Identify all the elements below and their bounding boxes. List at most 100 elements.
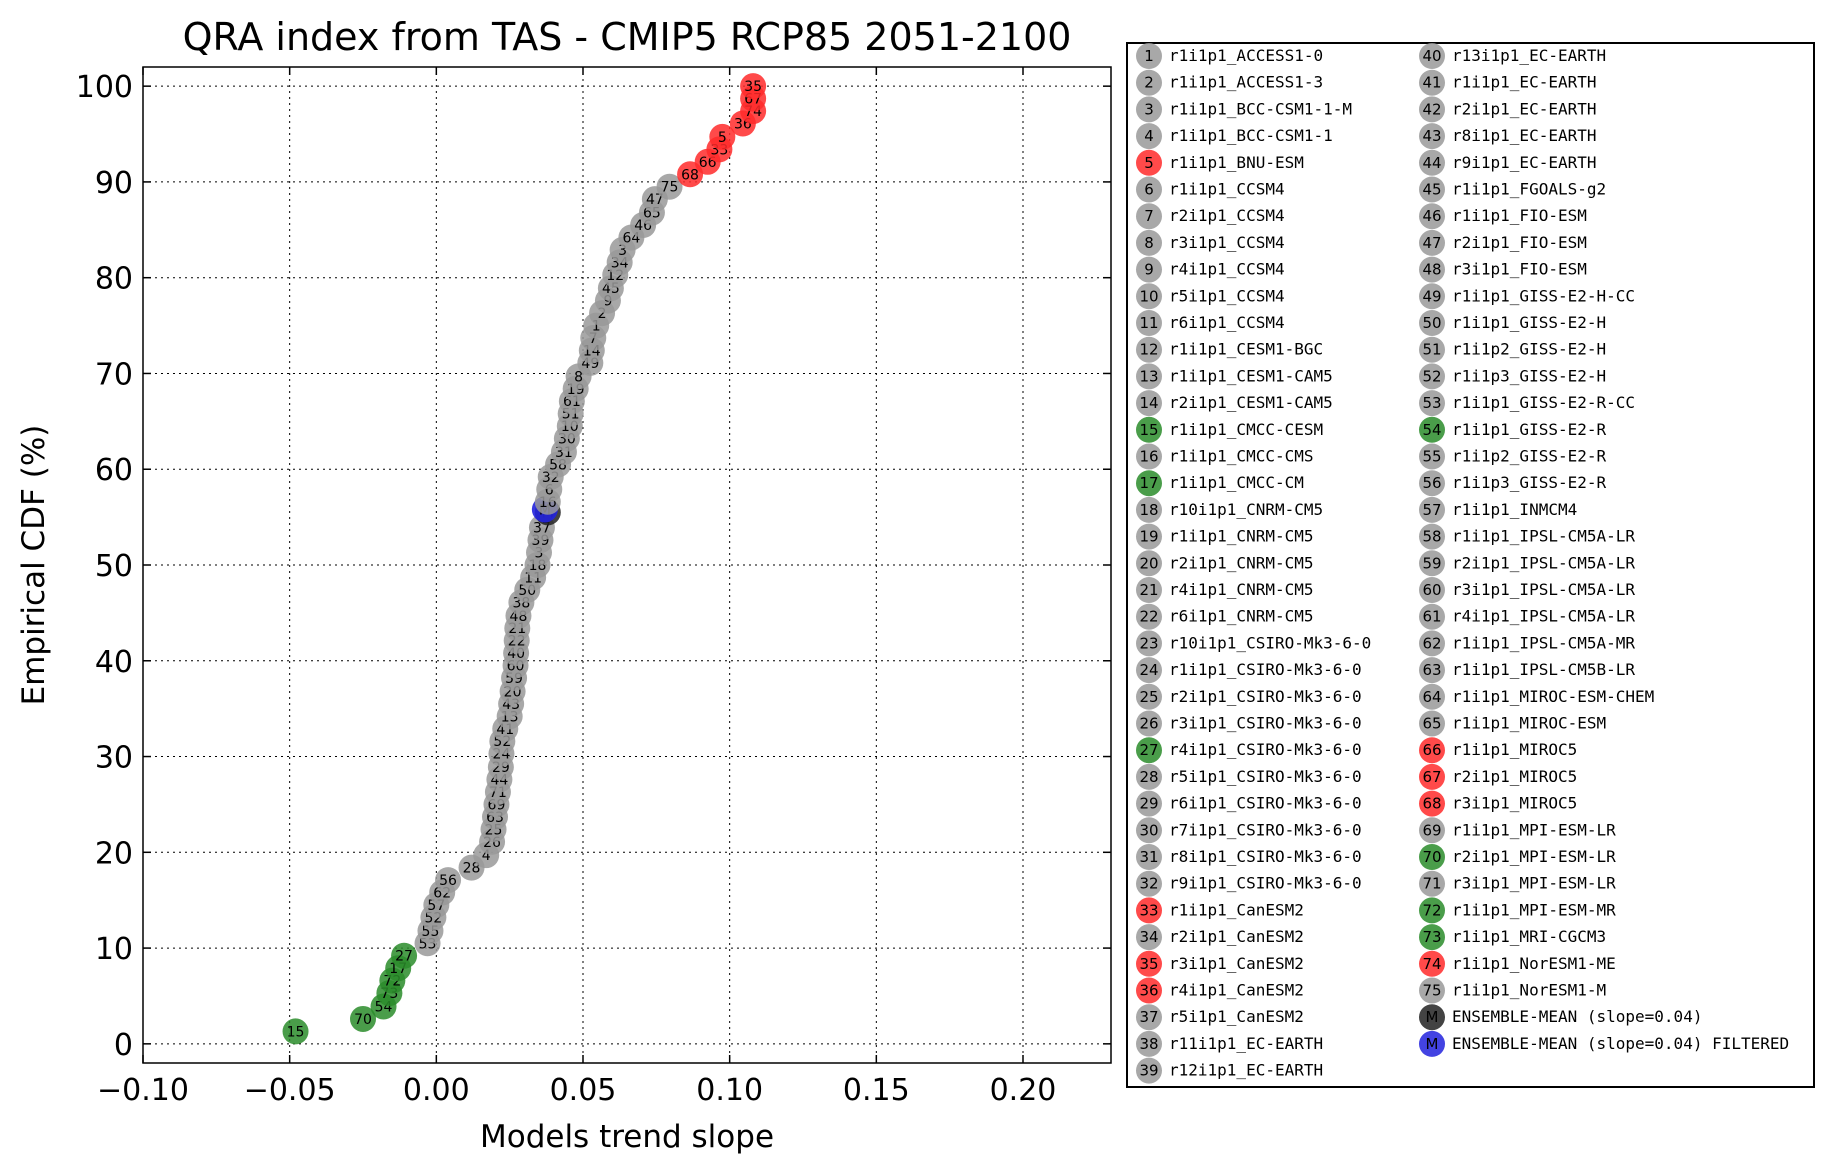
legend-entry: 27 r4i1p1_CSIRO-Mk3-6-0 bbox=[1136, 737, 1362, 764]
grid-lines bbox=[142, 67, 1111, 1063]
legend-marker bbox=[1419, 256, 1445, 283]
legend-number: 23 bbox=[1139, 634, 1158, 652]
x-tick-label: 0.10 bbox=[696, 1073, 763, 1108]
legend-entry: 31 r8i1p1_CSIRO-Mk3-6-0 bbox=[1136, 844, 1362, 870]
legend-marker bbox=[1419, 390, 1445, 417]
data-point-marker bbox=[740, 73, 767, 100]
legend-marker bbox=[1136, 950, 1162, 977]
legend-label: r13i1p1_EC-EARTH bbox=[1452, 46, 1606, 65]
legend-marker bbox=[1136, 1030, 1162, 1057]
legend-label: r2i1p1_CanESM2 bbox=[1169, 927, 1304, 946]
legend-number: 25 bbox=[1139, 688, 1158, 706]
legend-number: 57 bbox=[1422, 501, 1441, 519]
legend-number: 34 bbox=[1139, 928, 1158, 946]
legend-number: 35 bbox=[1139, 955, 1158, 973]
legend-number: 32 bbox=[1139, 875, 1158, 893]
x-tick-label: 0.00 bbox=[403, 1073, 470, 1108]
legend-marker bbox=[1136, 630, 1162, 657]
chart-title: QRA index from TAS - CMIP5 RCP85 2051-21… bbox=[183, 15, 1072, 59]
legend-entry: 75 r1i1p1_NorESM1-M bbox=[1419, 977, 1606, 1004]
legend-entry: 43 r8i1p1_EC-EARTH bbox=[1419, 123, 1597, 150]
legend-entry: 16 r1i1p1_CMCC-CMS bbox=[1136, 443, 1314, 470]
y-tick-label: 10 bbox=[95, 932, 133, 967]
legend-number: 69 bbox=[1422, 821, 1441, 839]
legend-number: 65 bbox=[1422, 715, 1441, 733]
legend-entry: 50 r1i1p1_GISS-E2-H bbox=[1419, 310, 1606, 336]
legend-marker bbox=[1419, 790, 1445, 817]
legend-marker bbox=[1136, 69, 1162, 96]
legend-marker bbox=[1136, 283, 1162, 310]
data-points: 1570547372172753555257625628426256369714… bbox=[282, 73, 767, 1045]
data-point-label: 47 bbox=[646, 192, 664, 208]
legend-label: r1i1p1_CSIRO-Mk3-6-0 bbox=[1169, 660, 1362, 679]
legend-label: r1i1p1_EC-EARTH bbox=[1452, 73, 1597, 92]
data-point-label: 6 bbox=[545, 482, 554, 498]
legend-marker bbox=[1419, 924, 1445, 951]
legend-label: r2i1p1_CESM1-CAM5 bbox=[1169, 393, 1333, 412]
legend-entry: 72 r1i1p1_MPI-ESM-MR bbox=[1419, 897, 1616, 924]
legend-entry: 3 r1i1p1_BCC-CSM1-1-M bbox=[1136, 96, 1352, 123]
legend-entry: 35 r3i1p1_CanESM2 bbox=[1136, 950, 1304, 977]
legend-number: 51 bbox=[1422, 341, 1441, 359]
legend-marker bbox=[1419, 123, 1445, 150]
data-point-label: 3 bbox=[618, 243, 627, 259]
legend-entry: 11 r6i1p1_CCSM4 bbox=[1136, 310, 1285, 336]
legend-label: ENSEMBLE-MEAN (slope=0.04) bbox=[1452, 1007, 1702, 1026]
legend-marker bbox=[1419, 977, 1445, 1004]
data-point-label: 15 bbox=[287, 1024, 305, 1040]
legend-entry: 71 r3i1p1_MPI-ESM-LR bbox=[1419, 870, 1616, 897]
legend-marker bbox=[1136, 550, 1162, 577]
legend-marker bbox=[1419, 283, 1445, 310]
legend-entry: 52 r1i1p3_GISS-E2-H bbox=[1419, 363, 1606, 390]
legend-marker bbox=[1136, 683, 1162, 710]
x-tick-label: 0.15 bbox=[843, 1073, 910, 1108]
legend-label: r1i1p1_MIROC-ESM bbox=[1452, 714, 1606, 733]
legend-entry: 37 r5i1p1_CanESM2 bbox=[1136, 1004, 1304, 1031]
data-point-label: 5 bbox=[718, 130, 727, 146]
legend-label: r9i1p1_EC-EARTH bbox=[1452, 153, 1597, 172]
legend-marker bbox=[1419, 203, 1445, 230]
legend-number: 6 bbox=[1144, 181, 1154, 199]
legend-label: r4i1p1_CNRM-CM5 bbox=[1169, 580, 1314, 599]
legend-marker bbox=[1136, 96, 1162, 123]
legend-marker bbox=[1419, 657, 1445, 684]
data-point-label: 56 bbox=[439, 873, 457, 889]
legend-label: r1i1p1_CCSM4 bbox=[1169, 180, 1285, 199]
legend-label: r1i1p1_CNRM-CM5 bbox=[1169, 527, 1314, 546]
legend-number: 17 bbox=[1139, 474, 1158, 492]
legend-number: 42 bbox=[1422, 100, 1441, 118]
legend-number: 29 bbox=[1139, 795, 1158, 813]
y-tick-label: 90 bbox=[95, 166, 133, 201]
legend-marker bbox=[1136, 657, 1162, 684]
legend-number: 1 bbox=[1144, 47, 1154, 65]
legend-label: r1i1p1_MPI-ESM-MR bbox=[1452, 900, 1616, 919]
legend-entry: 60 r3i1p1_IPSL-CM5A-LR bbox=[1419, 577, 1635, 603]
legend-number: 67 bbox=[1422, 768, 1441, 786]
legend-number: 12 bbox=[1139, 341, 1158, 359]
legend-number: 46 bbox=[1422, 207, 1441, 225]
data-point-label: 75 bbox=[661, 180, 679, 196]
legend-marker bbox=[1136, 523, 1162, 550]
legend-label: r6i1p1_CCSM4 bbox=[1169, 313, 1285, 332]
legend-entry: 2 r1i1p1_ACCESS1-3 bbox=[1136, 69, 1323, 96]
data-point: 70 bbox=[350, 1005, 376, 1032]
legend-label: r2i1p1_FIO-ESM bbox=[1452, 233, 1587, 252]
legend-label: r1i1p1_BCC-CSM1-1-M bbox=[1169, 99, 1352, 118]
legend-marker bbox=[1136, 603, 1162, 630]
legend-marker bbox=[1136, 443, 1162, 470]
legend-label: r1i1p2_GISS-E2-R bbox=[1452, 447, 1606, 466]
legend-marker bbox=[1419, 523, 1445, 550]
legend-label: r1i1p1_IPSL-CM5B-LR bbox=[1452, 660, 1635, 679]
legend-entry: 22 r6i1p1_CNRM-CM5 bbox=[1136, 603, 1314, 630]
legend-label: r9i1p1_CSIRO-Mk3-6-0 bbox=[1169, 874, 1362, 893]
legend-entry: 41 r1i1p1_EC-EARTH bbox=[1419, 69, 1597, 96]
legend-label: r1i1p2_GISS-E2-H bbox=[1452, 340, 1606, 359]
legend-entry: 4 r1i1p1_BCC-CSM1-1 bbox=[1136, 123, 1333, 150]
legend-label: r8i1p1_CSIRO-Mk3-6-0 bbox=[1169, 847, 1362, 866]
legend-entry: 7 r2i1p1_CCSM4 bbox=[1136, 203, 1285, 230]
legend-number: M bbox=[1426, 1008, 1439, 1026]
y-tick-label: 20 bbox=[95, 836, 133, 871]
legend-label: r1i1p1_CMCC-CESM bbox=[1169, 420, 1323, 439]
legend-marker bbox=[1136, 1057, 1162, 1084]
legend-entry: 73 r1i1p1_MRI-CGCM3 bbox=[1419, 924, 1606, 951]
